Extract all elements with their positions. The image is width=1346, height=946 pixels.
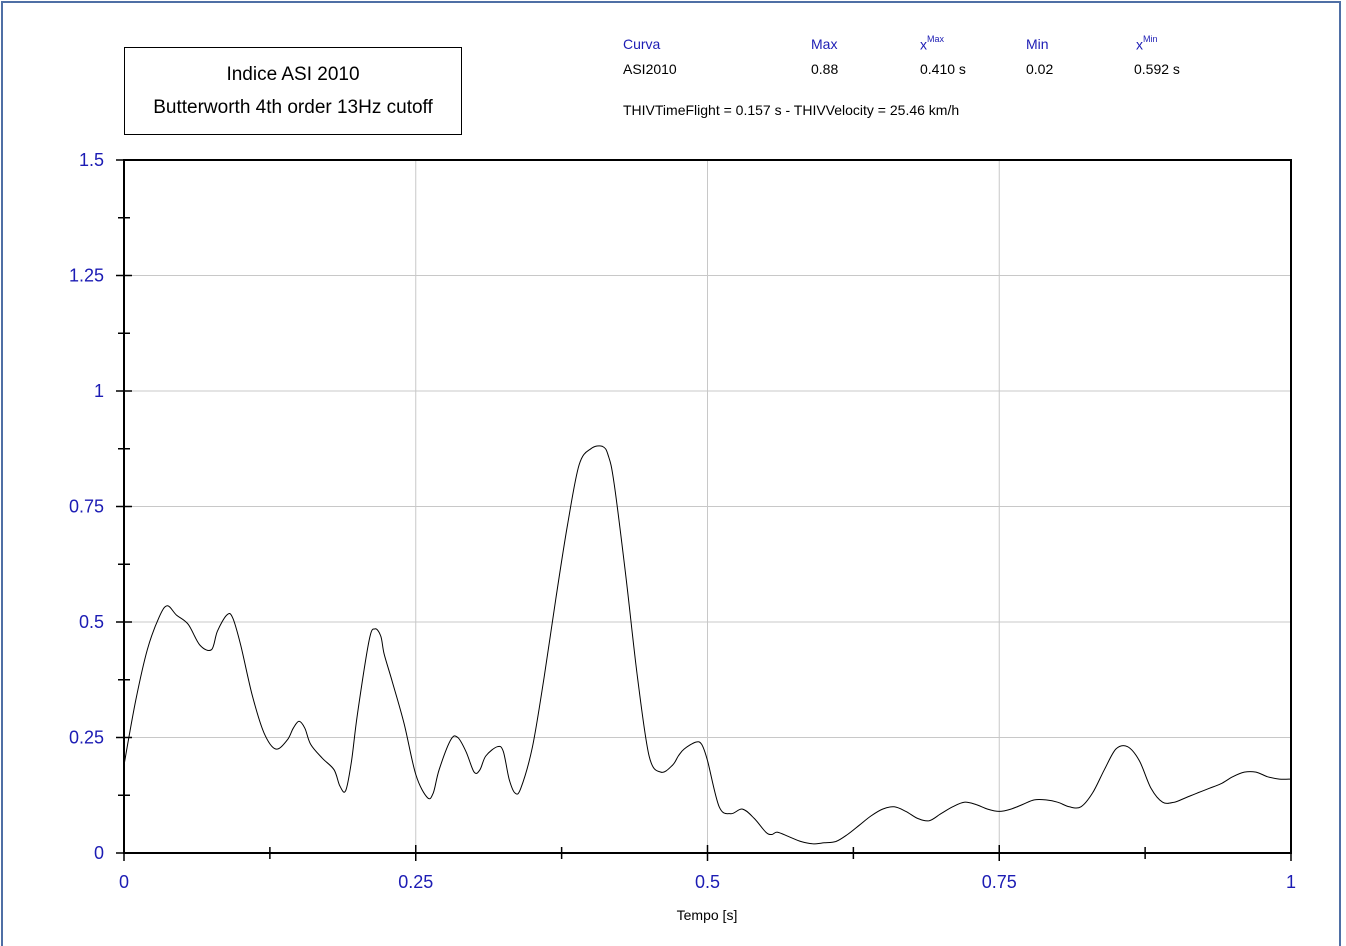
y-tick-label: 1.5 bbox=[79, 150, 104, 170]
stats-row-xmax: 0.410 s bbox=[920, 61, 966, 77]
y-tick-label: 0.25 bbox=[69, 728, 104, 748]
y-tick-label: 0.5 bbox=[79, 612, 104, 632]
stats-header-xmax: xMax bbox=[920, 34, 945, 53]
stats-header-max: Max bbox=[811, 36, 838, 52]
stats-row-min: 0.02 bbox=[1026, 61, 1054, 77]
axis-ticks bbox=[116, 159, 1292, 861]
y-tick-label: 0.75 bbox=[69, 497, 104, 517]
x-tick-label: 1 bbox=[1286, 872, 1296, 892]
series-line-asi2010 bbox=[123, 445, 1292, 845]
chart-subtitle: Butterworth 4th order 13Hz cutoff bbox=[153, 97, 433, 118]
y-tick-label: 1 bbox=[94, 381, 104, 401]
grid-lines bbox=[124, 160, 1291, 853]
stats-row-curve: ASI2010 bbox=[623, 61, 677, 77]
stats-row-xmin: 0.592 s bbox=[1134, 61, 1180, 77]
thiv-summary: THIVTimeFlight = 0.157 s - THIVVelocity … bbox=[623, 102, 960, 118]
y-tick-label: 0 bbox=[94, 843, 104, 863]
chart-title-box: Indice ASI 2010 Butterworth 4th order 13… bbox=[124, 47, 462, 135]
x-tick-label: 0 bbox=[119, 872, 129, 892]
series-group bbox=[123, 445, 1292, 845]
tick-labels: 0 0.25 0.5 0.75 1 0 0.25 0.5 0.75 1 1.25 1.5 bbox=[69, 150, 1296, 892]
x-tick-label: 0.75 bbox=[982, 872, 1017, 892]
x-tick-label: 0.5 bbox=[695, 872, 720, 892]
x-axis-title: Tempo [s] bbox=[677, 907, 738, 923]
chart-title: Indice ASI 2010 bbox=[226, 64, 360, 85]
x-tick-label: 0.25 bbox=[398, 872, 433, 892]
y-tick-label: 1.25 bbox=[69, 266, 104, 286]
stats-header-xmin-base: x bbox=[1136, 36, 1143, 53]
stats-header-xmax-sup: Max bbox=[927, 34, 945, 44]
stats-header-xmin: xMin bbox=[1136, 34, 1158, 53]
stats-header-curve: Curva bbox=[623, 36, 661, 52]
stats-row-max: 0.88 bbox=[811, 61, 839, 77]
stats-header-min: Min bbox=[1026, 36, 1049, 52]
stats-header-xmin-sup: Min bbox=[1143, 34, 1158, 44]
plot-area-border bbox=[123, 159, 1292, 854]
stats-header-xmax-base: x bbox=[920, 36, 927, 53]
